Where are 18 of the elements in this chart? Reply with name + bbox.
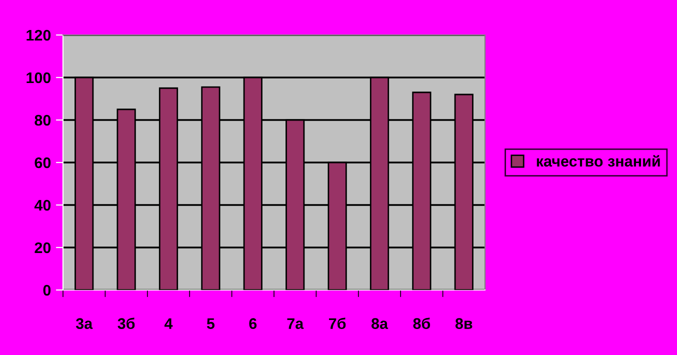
x-tick-label: 8б: [413, 318, 430, 329]
x-tick-label: 7б: [328, 318, 346, 329]
x-tick-label: 7а: [287, 318, 304, 329]
y-tick-label: 0: [43, 284, 51, 296]
y-tick-label: 120: [26, 30, 51, 41]
y-tick-label: 20: [34, 242, 51, 254]
y-tick-label: 100: [26, 72, 51, 84]
x-tick-label: 3а: [76, 318, 93, 330]
y-tick-label: 80: [34, 114, 51, 126]
y-tick-label: 60: [34, 157, 51, 168]
x-tick-label: 5: [206, 318, 215, 329]
legend-label: качество знаний: [536, 155, 660, 167]
x-tick-label: 6: [249, 318, 257, 329]
x-tick-label: 8в: [455, 318, 472, 329]
x-tick-label: 3б: [118, 318, 135, 330]
x-tick-label: 4: [164, 318, 173, 329]
x-tick-label: 8а: [371, 318, 388, 329]
y-tick-label: 40: [34, 200, 51, 211]
